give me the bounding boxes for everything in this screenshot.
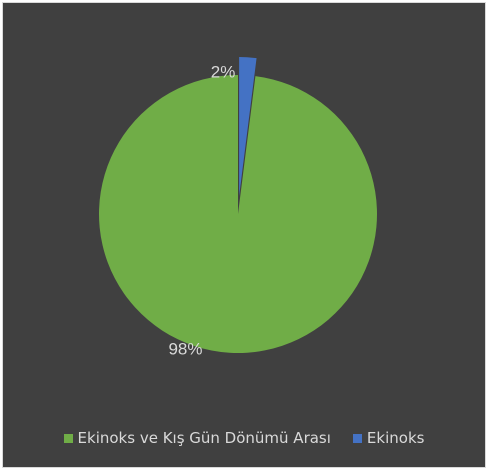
legend-item-0[interactable]: Ekinoks ve Kış Gün Dönümü Arası xyxy=(63,429,331,447)
legend: Ekinoks ve Kış Gün Dönümü Arası Ekinoks xyxy=(3,429,485,447)
legend-swatch-0 xyxy=(63,433,73,443)
pie-slice-1[interactable] xyxy=(239,57,257,197)
legend-label-1: Ekinoks xyxy=(366,429,425,447)
chart-area: 98% 2% Ekinoks ve Kış Gün Dönümü Arası Ek… xyxy=(2,2,486,468)
legend-swatch-1 xyxy=(352,433,362,443)
pie-chart: 98% 2% xyxy=(99,57,378,359)
data-label-0: 98% xyxy=(168,340,202,359)
data-label-1: 2% xyxy=(211,62,236,81)
legend-item-1[interactable]: Ekinoks xyxy=(352,429,425,447)
pie-slice-0[interactable] xyxy=(99,75,378,353)
legend-label-0: Ekinoks ve Kış Gün Dönümü Arası xyxy=(77,429,331,447)
